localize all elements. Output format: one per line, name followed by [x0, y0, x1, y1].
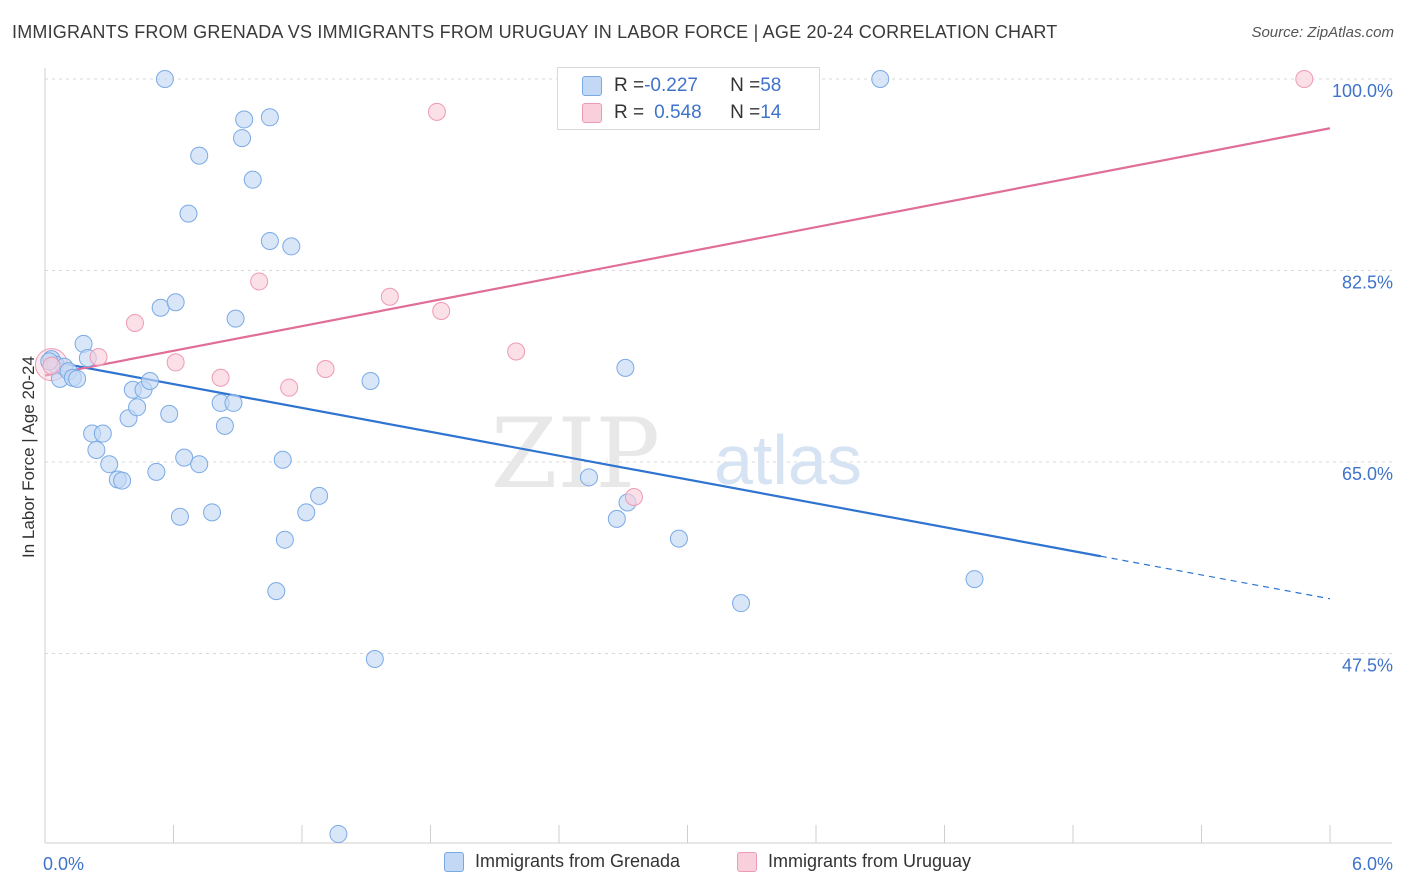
uruguay-point — [432, 301, 451, 320]
data-points — [34, 70, 1314, 844]
y-axis-label: In Labor Force | Age 20-24 — [19, 356, 38, 558]
grenada-point — [365, 649, 384, 668]
grenada-point — [282, 237, 301, 256]
grenada-legend-swatch — [444, 851, 464, 872]
x-tick-label: 6.0% — [1352, 854, 1393, 874]
grenada-point — [151, 298, 170, 317]
y-tick-label: 47.5% — [1342, 656, 1393, 676]
grenada-point — [965, 570, 984, 589]
grenada-n-label: N = — [730, 75, 761, 96]
grenada-n-value: 58 — [760, 75, 782, 96]
uruguay-r-label: R = — [614, 102, 645, 123]
y-tick-label: 65.0% — [1342, 464, 1393, 484]
grenada-point — [170, 507, 189, 526]
legend-item-uruguay[interactable]: Immigrants from Uruguay — [737, 851, 971, 872]
tick-labels: 100.0% 82.5% 65.0% 47.5% 0.0% 6.0% — [43, 81, 1393, 874]
grenada-point — [260, 231, 279, 250]
source-text: Source: ZipAtlas.com — [1251, 24, 1394, 41]
uruguay-point — [250, 272, 269, 291]
grenada-point — [190, 455, 209, 474]
uruguay-point — [280, 378, 299, 397]
grenada-point — [113, 471, 132, 490]
grenada-point — [273, 450, 292, 469]
uruguay-point — [166, 353, 185, 372]
grenada-point — [669, 529, 688, 548]
grenada-legend-label: Immigrants from Grenada — [475, 851, 681, 871]
grenada-r-value: -0.227 — [644, 75, 698, 96]
trend-lines — [44, 127, 1331, 600]
grenada-r-label: R = — [614, 75, 645, 96]
uruguay-point — [507, 342, 526, 361]
grenada-point — [361, 372, 380, 391]
grenada-point — [267, 582, 286, 601]
x-tick-label: 0.0% — [43, 854, 84, 874]
y-tick-label: 100.0% — [1332, 81, 1393, 101]
grenada-point — [175, 448, 194, 467]
stats-row-grenada: R = -0.227 N = 58 — [582, 73, 781, 99]
grenada-swatch — [582, 76, 602, 96]
stats-row-uruguay: R = 0.548 N = 14 — [582, 100, 781, 126]
grenada-point — [297, 503, 316, 522]
grenada-point — [87, 440, 106, 459]
grid-lines — [45, 78, 1392, 654]
grenada-point — [243, 170, 262, 189]
grenada-point — [275, 530, 294, 549]
uruguay-point — [427, 102, 446, 121]
grenada-point — [166, 293, 185, 312]
uruguay-n-label: N = — [730, 102, 761, 123]
grenada-point — [329, 825, 348, 844]
grenada-point — [233, 129, 252, 148]
grenada-point — [179, 204, 198, 223]
uruguay-swatch — [582, 103, 602, 123]
uruguay-legend-label: Immigrants from Uruguay — [768, 851, 972, 871]
uruguay-trend-line — [44, 127, 1331, 377]
grenada-point — [203, 503, 222, 522]
grenada-point — [215, 416, 234, 435]
axes — [44, 68, 1392, 844]
chart-title: IMMIGRANTS FROM GRENADA VS IMMIGRANTS FR… — [12, 22, 1058, 42]
grenada-point — [155, 70, 174, 88]
grenada-point — [147, 462, 166, 481]
grenada-point — [226, 309, 245, 328]
grenada-point — [310, 486, 329, 505]
grenada-point — [140, 372, 159, 391]
grenada-point — [68, 369, 87, 388]
uruguay-point — [42, 356, 61, 375]
grenada-point — [607, 509, 626, 528]
uruguay-point — [380, 287, 399, 306]
legend-item-grenada[interactable]: Immigrants from Grenada — [444, 851, 680, 872]
watermark-atlas: atlas — [714, 421, 862, 499]
uruguay-n-value: 14 — [760, 102, 782, 123]
grenada-point — [128, 398, 147, 417]
uruguay-point — [211, 368, 230, 387]
grenada-point — [871, 70, 890, 88]
uruguay-point — [89, 347, 108, 366]
grenada-point — [235, 110, 254, 129]
grenada-point — [260, 108, 279, 127]
grenada-trend-line — [44, 359, 1102, 558]
grenada-point — [224, 393, 243, 412]
grenada-point — [732, 594, 751, 613]
grenada-point — [160, 404, 179, 423]
uruguay-point — [316, 359, 335, 378]
uruguay-r-value: 0.548 — [654, 102, 702, 123]
y-tick-label: 82.5% — [1342, 273, 1393, 293]
uruguay-point — [125, 314, 144, 333]
uruguay-point — [624, 488, 643, 507]
stats-legend: R = -0.227 N = 58 R = 0.548 N = 14 — [557, 67, 820, 130]
grenada-point — [93, 424, 112, 443]
grenada-point — [579, 468, 598, 487]
uruguay-legend-swatch — [737, 851, 757, 872]
grenada-trend-extension — [1100, 555, 1331, 600]
grenada-point — [190, 146, 209, 165]
grenada-point — [100, 455, 119, 474]
grenada-point — [616, 358, 635, 377]
uruguay-point — [1295, 70, 1314, 88]
